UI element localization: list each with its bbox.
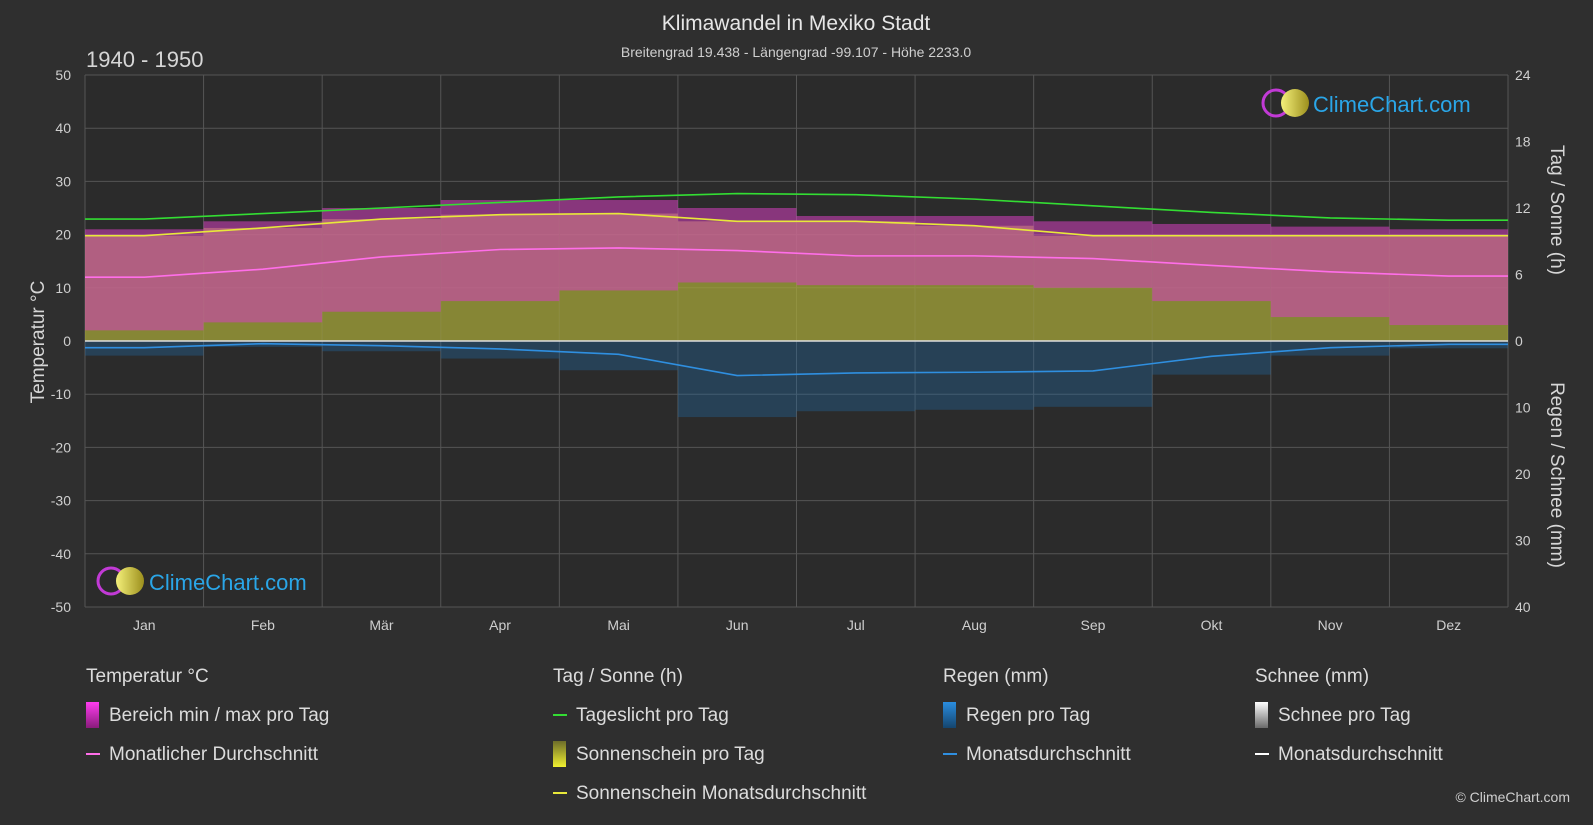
legend-swatch-snow [1255, 702, 1268, 728]
legend: Temperatur °C Bereich min / max pro Tag … [86, 666, 1443, 804]
copyright: © ClimeChart.com [1455, 789, 1570, 805]
rain-bar [1033, 341, 1153, 407]
month-tick-label: Mai [607, 617, 630, 633]
legend-item-temp-avg: Monatlicher Durchschnitt [109, 744, 319, 765]
chart-title: Klimawandel in Mexiko Stadt [662, 12, 931, 35]
temp-range-bar [559, 200, 678, 291]
right-top-axis-label: Tag / Sonne (h) [1546, 145, 1567, 275]
rain-bar [796, 341, 916, 412]
brand-logo-bottom: ClimeChart.com [96, 566, 307, 596]
month-tick-label: Jul [847, 617, 865, 633]
brand-logo-top: ClimeChart.com [1261, 88, 1471, 118]
legend-swatch-temp-range [86, 702, 99, 728]
right-top-tick-label: 18 [1515, 134, 1531, 150]
legend-item-snow-avg: Monatsdurchschnitt [1278, 744, 1443, 765]
left-tick-label: -20 [51, 439, 71, 455]
right-bottom-axis-label: Regen / Schnee (mm) [1546, 382, 1567, 568]
axis-ticks: 50 40 30 20 10 0 -10 -20 -30 -40 -50 24 18 12 6 0 10 20 30… [51, 67, 1531, 633]
rain-bar [677, 341, 797, 418]
rain-bar [915, 341, 1034, 410]
left-tick-label: -40 [51, 546, 71, 562]
month-tick-label: Mär [369, 617, 393, 633]
legend-item-sunshine: Sonnenschein pro Tag [576, 744, 765, 765]
brand-text-top: ClimeChart.com [1313, 92, 1471, 117]
sunshine-avg-line [85, 212, 1508, 237]
temp-range-bar [85, 229, 204, 331]
right-bottom-tick-label: 10 [1515, 400, 1531, 416]
legend-heading-sun: Tag / Sonne (h) [553, 666, 683, 687]
logo-sun-icon [116, 567, 144, 595]
rain-bar [1152, 341, 1271, 375]
right-bottom-tick-label: 40 [1515, 599, 1531, 615]
legend-heading-rain: Regen (mm) [943, 666, 1049, 687]
period-label: 1940 - 1950 [86, 47, 203, 72]
legend-swatch-rain [943, 702, 956, 728]
month-tick-label: Jan [133, 617, 156, 633]
temp-range-bar [1389, 229, 1508, 326]
daylight-line [85, 192, 1508, 221]
left-tick-label: -30 [51, 493, 71, 509]
right-bottom-tick-label: 30 [1515, 533, 1531, 549]
temp-range-bar [796, 215, 916, 286]
left-axis-label: Temperatur °C [28, 281, 49, 404]
month-tick-label: Apr [489, 617, 511, 633]
data-areas [85, 200, 1508, 418]
chart-subtitle: Breitengrad 19.438 - Längengrad -99.107 … [621, 44, 971, 60]
left-tick-label: 30 [55, 173, 71, 189]
data-lines [85, 192, 1508, 377]
right-top-tick-label: 24 [1515, 67, 1531, 83]
legend-heading-snow: Schnee (mm) [1255, 666, 1369, 687]
rain-bar [559, 341, 678, 371]
left-tick-label: -50 [51, 599, 71, 615]
legend-item-daylight: Tageslicht pro Tag [576, 705, 729, 726]
legend-item-rain-avg: Monatsdurchschnitt [966, 744, 1131, 765]
rain-avg-line [85, 342, 1508, 377]
legend-item-rain: Regen pro Tag [966, 705, 1090, 726]
right-top-tick-label: 0 [1515, 333, 1523, 349]
right-bottom-tick-label: 20 [1515, 466, 1531, 482]
left-tick-label: 0 [63, 333, 71, 349]
legend-item-sunshine-avg: Sonnenschein Monatsdurchschnitt [576, 783, 867, 804]
month-tick-label: Jun [726, 617, 749, 633]
temp-range-bar [1033, 221, 1153, 288]
month-tick-label: Nov [1318, 617, 1343, 633]
left-tick-label: 10 [55, 280, 71, 296]
right-top-tick-label: 12 [1515, 200, 1531, 216]
temp-range-bar [322, 208, 441, 312]
left-tick-label: 50 [55, 67, 71, 83]
temp-range-bar [915, 215, 1034, 286]
brand-text-bottom: ClimeChart.com [149, 570, 307, 595]
temp-range-bar [677, 208, 797, 283]
right-top-tick-label: 6 [1515, 267, 1523, 283]
month-tick-label: Okt [1201, 617, 1223, 633]
logo-sun-icon [1281, 89, 1309, 117]
month-tick-label: Feb [251, 617, 275, 633]
left-tick-label: -10 [51, 386, 71, 402]
temp-avg-line [85, 247, 1508, 278]
month-tick-label: Sep [1080, 617, 1105, 633]
legend-item-snow: Schnee pro Tag [1278, 705, 1411, 726]
month-tick-label: Dez [1436, 617, 1461, 633]
legend-item-temp-range: Bereich min / max pro Tag [109, 705, 329, 726]
legend-swatch-sunshine [553, 741, 566, 767]
left-tick-label: 20 [55, 227, 71, 243]
legend-heading-temperature: Temperatur °C [86, 666, 209, 687]
left-tick-label: 40 [55, 120, 71, 136]
month-tick-label: Aug [962, 617, 987, 633]
